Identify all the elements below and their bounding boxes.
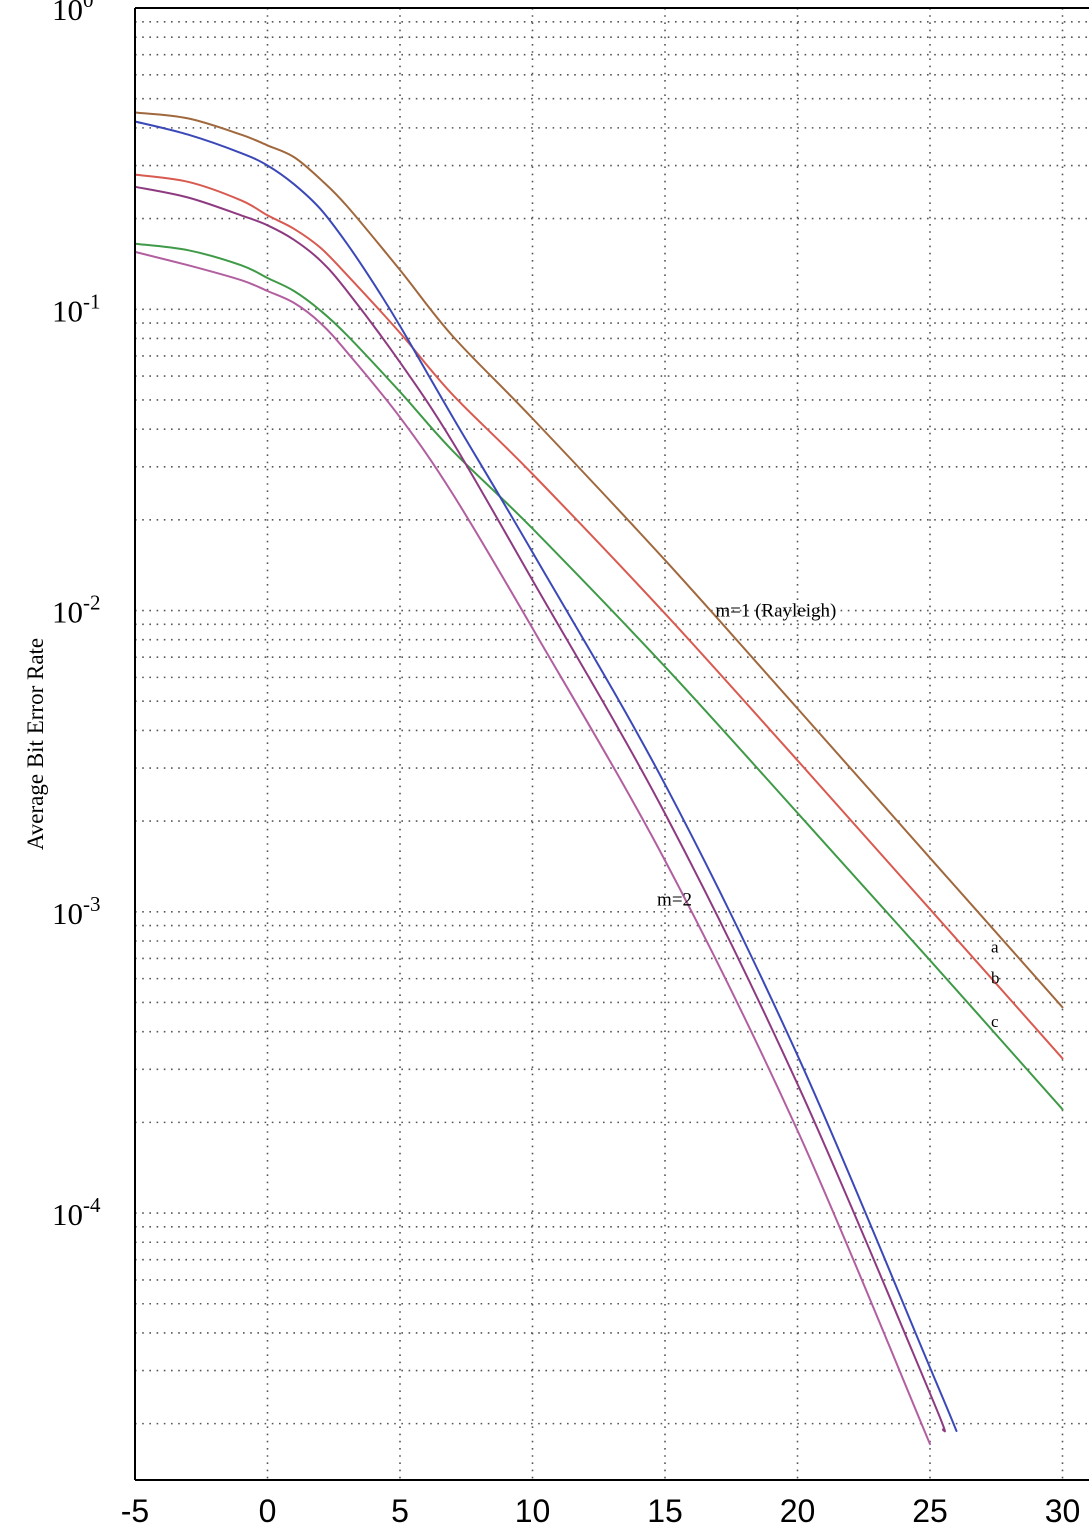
series-line-4 (134, 120, 958, 1432)
series-line-2 (134, 173, 1064, 1060)
y-axis-title: Average Bit Error Rate (23, 638, 48, 850)
x-tick-label: 30 (1045, 1493, 1081, 1529)
x-tick-label: 0 (259, 1493, 277, 1529)
x-tick-label: 20 (780, 1493, 816, 1529)
y-tick-label: 10-3 (52, 892, 101, 931)
series-line-6 (134, 250, 931, 1446)
y-tick-labels: 100 10-1 10-2 10-3 10-4 (52, 0, 101, 1232)
x-tick-label: -5 (121, 1493, 149, 1529)
x-tick-label: 5 (391, 1493, 409, 1529)
curve-annotation: m=1 (Rayleigh) (715, 601, 836, 622)
plot-frame-group (134, 7, 1089, 1481)
grid (135, 8, 1089, 1480)
series-line-1 (134, 111, 1064, 1009)
curve-letter-label: a (991, 938, 999, 957)
series-line-5 (134, 185, 946, 1433)
x-tick-label: 10 (515, 1493, 551, 1529)
y-tick-label: 10-2 (52, 591, 101, 630)
annotations: m=1 (Rayleigh) m=2 ab c (657, 601, 999, 1032)
curve-letter-label: b (991, 969, 1000, 988)
x-tick-label: 15 (647, 1493, 683, 1529)
curve-letter-label: c (991, 1012, 999, 1031)
series-line-3 (134, 242, 1064, 1111)
curve-annotation: m=2 (657, 889, 692, 910)
y-tick-label: 10-4 (52, 1193, 101, 1232)
x-tick-label: 25 (912, 1493, 948, 1529)
y-tick-label: 100 (52, 0, 94, 27)
x-tick-labels: -5 0 5 10 15 20 25 30 (121, 1493, 1081, 1529)
y-tick-label: 10-1 (52, 289, 101, 328)
series-group (134, 111, 1064, 1446)
